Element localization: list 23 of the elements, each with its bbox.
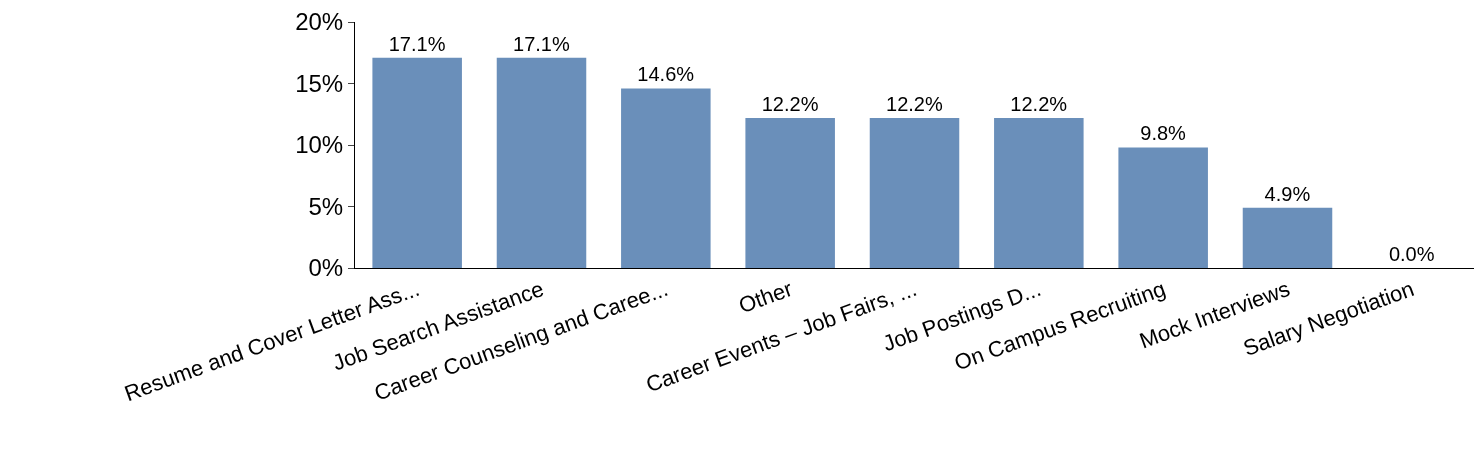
y-tick-label: 5% [308,192,344,220]
bar [496,57,587,268]
y-tick-label: 15% [295,69,344,97]
bar [621,88,711,268]
y-tick-label: 10% [295,131,344,159]
data-label: 4.9% [1264,182,1311,205]
bar [1118,147,1208,268]
data-label: 9.8% [1140,122,1187,145]
y-tick-label: 0% [308,254,344,282]
bar [994,117,1084,268]
bar [745,117,835,268]
data-label: 12.2% [761,92,819,115]
data-label: 17.1% [513,32,570,55]
data-label: 17.1% [388,32,446,55]
y-tick-label: 20% [295,8,344,36]
bar [869,117,960,268]
bar [1242,207,1333,268]
data-label: 12.2% [886,92,943,115]
data-label: 12.2% [1010,92,1068,115]
data-label: 0.0% [1388,243,1435,265]
x-tick-label: Other [735,275,796,319]
bar [372,57,462,268]
data-label: 14.6% [637,63,695,86]
